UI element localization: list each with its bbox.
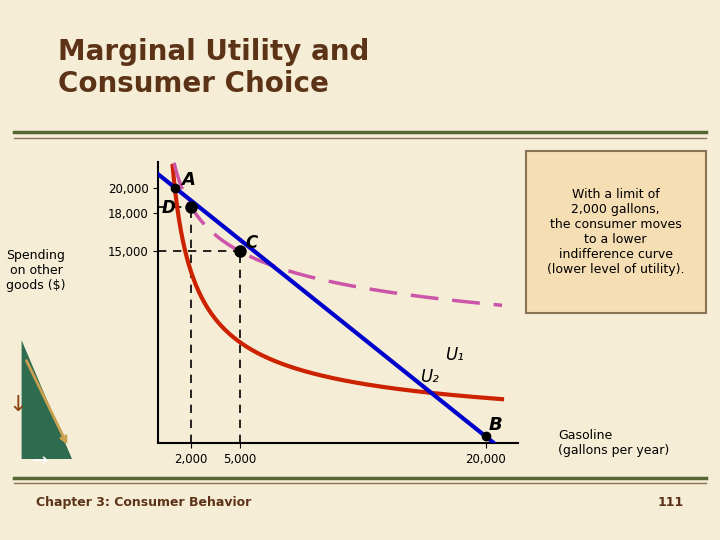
Text: B: B: [489, 416, 503, 434]
Text: A: A: [181, 171, 195, 189]
Text: U₂: U₂: [420, 368, 439, 386]
Text: ↓: ↓: [9, 395, 27, 415]
Text: Marginal Utility and
Consumer Choice: Marginal Utility and Consumer Choice: [58, 38, 369, 98]
Text: 111: 111: [658, 496, 684, 509]
Text: →: →: [32, 452, 48, 471]
Text: Gasoline
(gallons per year): Gasoline (gallons per year): [558, 429, 670, 457]
Text: With a limit of
2,000 gallons,
the consumer moves
to a lower
indifference curve
: With a limit of 2,000 gallons, the consu…: [547, 188, 684, 276]
Text: Spending
on other
goods ($): Spending on other goods ($): [6, 248, 66, 292]
Text: Chapter 3: Consumer Behavior: Chapter 3: Consumer Behavior: [36, 496, 251, 509]
Text: D: D: [162, 199, 176, 217]
Text: U₁: U₁: [445, 346, 464, 364]
Text: C: C: [245, 233, 257, 252]
Polygon shape: [22, 340, 72, 459]
